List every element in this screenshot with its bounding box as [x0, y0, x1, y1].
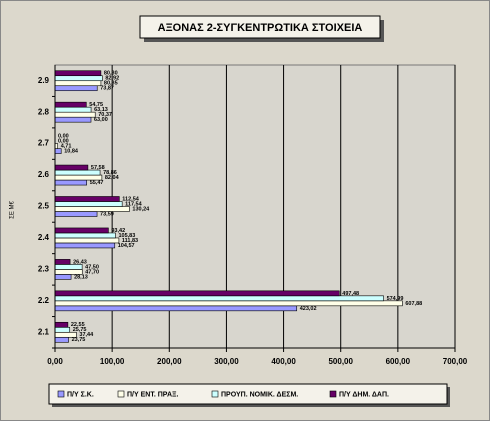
value-label: 47,50 [85, 264, 99, 270]
x-tick-label: 700,00 [443, 357, 468, 366]
value-label: 82,04 [105, 175, 120, 181]
value-label: 22,55 [71, 322, 85, 328]
y-tick-label: 2.9 [38, 76, 50, 85]
bar [54, 336, 69, 343]
bar [54, 269, 83, 275]
value-label: 105,83 [118, 233, 135, 239]
x-tick-label: 200,00 [157, 357, 182, 366]
value-label: 37,44 [79, 332, 94, 338]
legend-label: ΠΡΟΥΠ. ΝΟΜΙΚ. ΔΕΣΜ. [221, 391, 298, 398]
x-tick-label: 600,00 [386, 357, 411, 366]
bar [54, 75, 103, 82]
value-label: 63,00 [94, 117, 108, 123]
legend-label: Π/Υ ΔΗΜ. ΔΑΠ. [339, 391, 389, 398]
value-label: 73,87 [100, 86, 114, 92]
value-label: 73,59 [100, 211, 114, 217]
value-label: 574,99 [387, 296, 404, 302]
value-label: 112,54 [122, 196, 139, 202]
bar [54, 274, 72, 280]
value-label: 130,24 [132, 206, 150, 212]
x-tick-label: 500,00 [328, 357, 353, 366]
bar [54, 106, 92, 113]
value-label: 111,83 [122, 238, 138, 244]
value-label: 117,54 [125, 201, 142, 207]
value-label: 70,37 [98, 112, 112, 118]
legend [48, 383, 448, 405]
value-label: 47,70 [85, 269, 99, 275]
y-tick-label: 2.2 [38, 296, 50, 305]
value-label: 607,88 [405, 301, 422, 307]
bar [54, 111, 96, 118]
bar [54, 196, 120, 202]
value-label: 0,00 [58, 139, 69, 145]
bar [54, 300, 403, 307]
legend-swatch [329, 390, 337, 398]
bar [54, 116, 92, 123]
bar [54, 101, 87, 108]
bar [54, 179, 87, 186]
bar [54, 211, 98, 217]
legend-swatch [211, 390, 219, 398]
value-label: 57,58 [91, 165, 105, 171]
y-tick-label: 2.3 [38, 264, 50, 273]
value-label: 0,00 [58, 134, 69, 140]
bar [54, 290, 340, 297]
bar [54, 321, 69, 328]
value-label: 28,13 [74, 274, 88, 280]
value-label: 23,75 [72, 337, 86, 343]
bar [54, 259, 71, 265]
bar [54, 206, 130, 212]
bar [54, 232, 116, 239]
bar [54, 227, 109, 234]
legend-label: Π/Υ Σ.Κ. [67, 391, 94, 398]
value-label: 25,75 [73, 327, 87, 333]
value-label: 82,92 [105, 76, 119, 82]
y-tick-label: 2.4 [38, 233, 50, 242]
x-tick-label: 300,00 [214, 357, 239, 366]
bar [54, 242, 116, 249]
y-tick-label: 2.1 [38, 327, 50, 336]
x-tick-label: 400,00 [271, 357, 296, 366]
value-label: 80,30 [104, 71, 118, 77]
value-label: 54,75 [89, 102, 103, 108]
value-label: 93,42 [111, 228, 125, 234]
value-label: 26,43 [73, 259, 87, 265]
value-label: 423,02 [300, 306, 317, 312]
bar [54, 237, 120, 244]
bar [54, 85, 98, 92]
bar [54, 80, 102, 87]
value-label: 63,13 [94, 107, 108, 113]
bar [54, 295, 384, 302]
value-label: 4,71 [61, 144, 72, 150]
bar [54, 305, 298, 312]
y-tick-label: 2.6 [38, 170, 50, 179]
legend-label: Π/Υ ΕΝΤ. ΠΡΑΞ. [127, 391, 178, 398]
y-tick-label: 2.5 [38, 202, 50, 211]
bar [54, 201, 123, 207]
value-label: 80,35 [104, 81, 118, 87]
value-label: 55,47 [90, 180, 104, 186]
value-label: 78,86 [103, 170, 117, 176]
bar [54, 164, 89, 171]
chart-title: ΑΞΟΝΑΣ 2-ΣΥΓΚΕΝΤΡΩΤΙΚΑ ΣΤΟΙΧΕΙΑ [158, 22, 363, 34]
bar [54, 174, 103, 181]
title-box [139, 15, 381, 39]
y-tick-label: 2.7 [38, 139, 50, 148]
value-label: 10,84 [64, 149, 79, 155]
bar [54, 70, 102, 77]
legend-swatch [57, 390, 65, 398]
bar [54, 326, 71, 333]
x-tick-label: 100,00 [100, 357, 125, 366]
x-tick-label: 0,00 [47, 357, 63, 366]
legend-swatch [117, 390, 125, 398]
value-label: 497,48 [342, 291, 359, 297]
value-label: 104,57 [118, 243, 135, 249]
y-axis-label: ΣΕ Μ€ [10, 200, 16, 218]
y-tick-label: 2.8 [38, 107, 50, 116]
